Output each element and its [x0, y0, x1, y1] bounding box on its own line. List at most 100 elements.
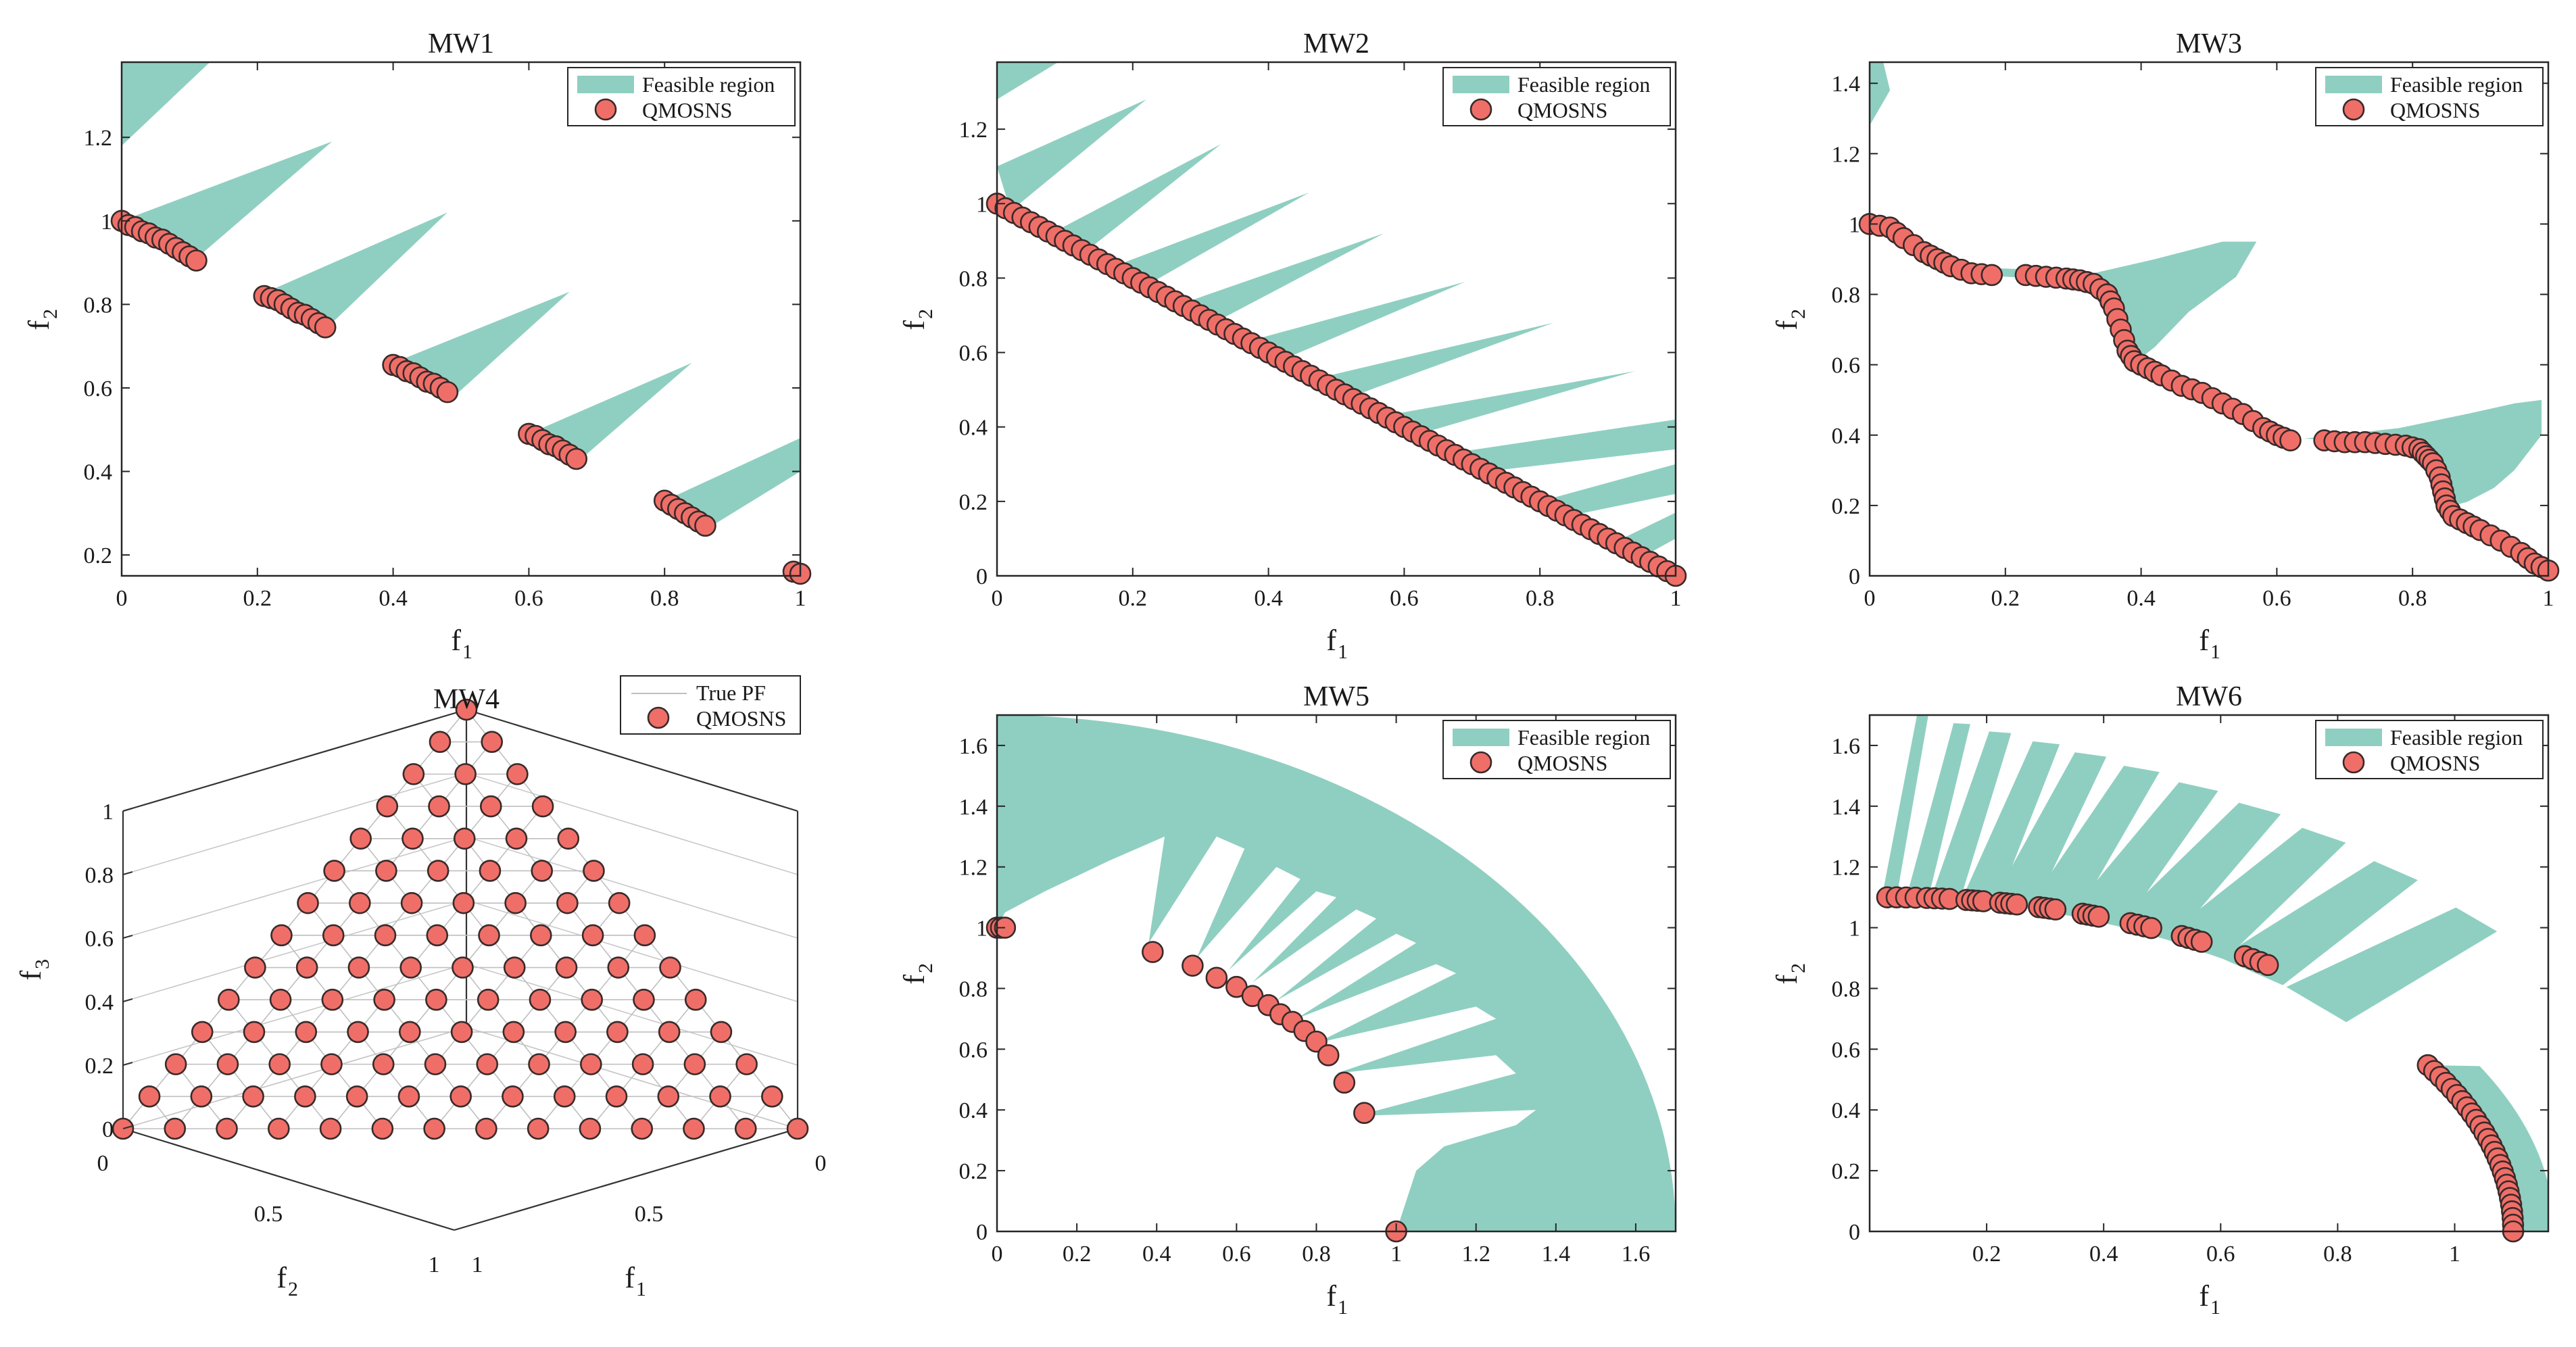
feasible-region [122, 62, 800, 530]
data-point [481, 731, 503, 753]
y-tick-label: 0.4 [1832, 1098, 1861, 1123]
feasible-patch [122, 62, 210, 146]
x-axis-label-sub: 1 [462, 641, 472, 663]
f3-axis-label: f3 [14, 959, 53, 981]
data-point [556, 891, 579, 914]
data-point [320, 1053, 343, 1075]
y-axis-label: f2 [1770, 963, 1809, 985]
pf-grid-line [360, 838, 591, 1129]
legend-marker [1469, 98, 1492, 121]
feasible-patch [1870, 62, 1891, 126]
y-tick-label: 1.4 [1832, 795, 1861, 820]
data-point [349, 891, 371, 914]
y-tick-label: 1 [1849, 916, 1860, 941]
data-point [480, 795, 502, 818]
x-axis-label-main: f [451, 624, 461, 657]
y-axis-label-sub: 2 [1787, 963, 1809, 973]
legend-feasible-swatch [1453, 729, 1509, 746]
z-tick-label: 0.6 [85, 927, 114, 952]
legend-feasible-label: Feasible region [642, 72, 775, 97]
y-axis-label-main: f [22, 320, 55, 330]
x-tick-label: 1.4 [1542, 1242, 1571, 1267]
z-tick-mark [122, 1061, 133, 1067]
y-tick-label: 1 [976, 192, 988, 217]
feasible-patch [997, 99, 1146, 212]
data-point [218, 988, 240, 1011]
data-point [1182, 954, 1204, 977]
x-tick-label: 0.2 [1972, 1242, 2001, 1267]
feasible-patch [1315, 322, 1554, 397]
chart-title: MW2 [1303, 28, 1369, 59]
y-tick-label: 0.8 [959, 266, 988, 291]
y-axis-label-main: f [1770, 320, 1803, 330]
data-point [502, 1021, 525, 1044]
data-point [605, 1085, 628, 1108]
grid-line [466, 773, 798, 875]
data-point [2190, 931, 2213, 953]
z-tick-label: 0.8 [85, 863, 114, 888]
y-tick-label: 0.6 [1832, 353, 1861, 378]
feasible-patch [2113, 802, 2281, 941]
data-point [295, 956, 318, 979]
feasible-patch [1930, 731, 2012, 902]
f1-axis-label-main: f [625, 1261, 635, 1294]
data-point [504, 891, 527, 914]
chart-mw5: 0 0.2 0.4 0.6 0.8 1 1.2 1.4 1.6 0 0.2 0.4 0.6 0.8 1 1.2… [898, 681, 1677, 1319]
y-tick-label: 0 [976, 1220, 988, 1245]
data-point [1305, 1030, 1328, 1053]
x-tick-label: 0.6 [1390, 586, 1419, 611]
y-tick-label: 0.2 [1832, 1159, 1861, 1184]
feasible-region [997, 62, 1676, 558]
data-point [295, 1021, 318, 1044]
y-axis-label-sub: 2 [915, 963, 937, 973]
legend-marker [647, 706, 670, 729]
data-point [633, 988, 655, 1011]
legend-algorithm-label: QMOSNS [696, 706, 786, 731]
y-tick-label: 1 [1849, 212, 1860, 237]
data-point [479, 860, 502, 882]
x-tick-label: 0.4 [2089, 1242, 2118, 1267]
legend-feasible-label: Feasible region [2390, 72, 2523, 97]
data-point [190, 1085, 213, 1108]
x-tick-label: 0.2 [1119, 586, 1148, 611]
feasible-patch [1906, 723, 1970, 899]
data-point [710, 1021, 733, 1044]
feasible-patch [1112, 192, 1309, 286]
pf-grid-line [201, 1031, 279, 1129]
data-point [452, 891, 475, 914]
data-point [694, 514, 716, 537]
data-point [659, 956, 681, 979]
data-point [400, 891, 423, 914]
y-tick-label: 0 [1849, 564, 1860, 589]
x-axis-label-sub: 1 [1338, 1296, 1348, 1319]
y-tick-label: 0 [976, 564, 988, 589]
x-axis-label-sub: 1 [1338, 641, 1348, 663]
x-axis-label-main: f [1326, 624, 1336, 657]
plot-frame [996, 714, 1677, 1233]
plot-frame [1868, 61, 2550, 577]
x-tick-label: 0.6 [2206, 1242, 2235, 1267]
legend-feasible-label: Feasible region [2390, 725, 2523, 750]
data-point [242, 1085, 264, 1108]
y-tick-label: 0.2 [1832, 494, 1861, 519]
y-tick-label: 1.6 [1832, 734, 1861, 759]
data-point [2006, 893, 2028, 916]
y-tick-label: 1.2 [959, 118, 988, 143]
data-point [1353, 1102, 1376, 1125]
feasible-region [997, 715, 1676, 1231]
feasible-patch [997, 62, 1059, 100]
data-series [986, 916, 1407, 1243]
data-point [424, 1053, 447, 1075]
x-tick-label: 1 [2449, 1242, 2460, 1267]
data-point [268, 1117, 290, 1140]
y-tick-label: 0.6 [84, 376, 113, 401]
legend-feasible-swatch [577, 76, 634, 93]
f2-axis-label-sub: 2 [288, 1278, 298, 1300]
